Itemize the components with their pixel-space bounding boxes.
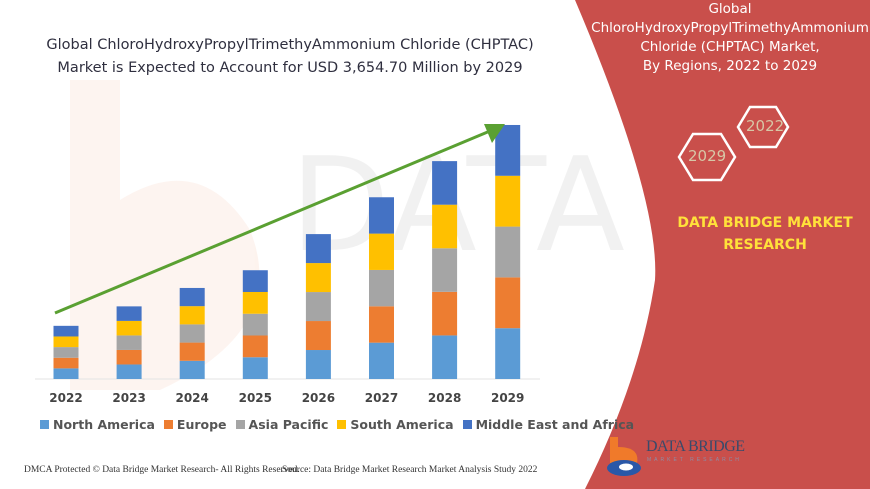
bar-segment-middle-east-and-africa-2028 xyxy=(432,161,458,205)
brand-text: DATA BRIDGE MARKET RESEARCH xyxy=(660,212,870,256)
bar-segment-north-america-2028 xyxy=(432,335,458,379)
bar-segment-south-america-2025 xyxy=(242,291,268,314)
bar-segment-europe-2025 xyxy=(242,335,268,358)
x-tick-label: 2025 xyxy=(239,391,272,405)
side-panel xyxy=(575,0,870,489)
legend-label: Asia Pacific xyxy=(248,417,329,432)
chart-title: Global ChloroHydroxyPropylTrimethyAmmoni… xyxy=(0,34,580,80)
legend-item: Asia Pacific xyxy=(235,417,329,432)
legend: North America Europe Asia Pacific South Ame… xyxy=(40,417,634,432)
bar-segment-europe-2023 xyxy=(116,349,142,365)
bar-segment-asia-pacific-2026 xyxy=(305,292,331,322)
bar-segment-middle-east-and-africa-2026 xyxy=(305,234,331,264)
legend-label: South America xyxy=(350,417,454,432)
legend-item: Europe xyxy=(163,417,227,432)
side-title-line: ChloroHydroxyPropylTrimethyAmmonium xyxy=(591,20,869,36)
bar-segment-north-america-2027 xyxy=(369,342,394,379)
bar-segment-europe-2026 xyxy=(305,321,331,351)
bar-segment-north-america-2022 xyxy=(53,368,79,379)
bar-segment-asia-pacific-2022 xyxy=(53,347,79,358)
bar-segment-middle-east-and-africa-2027 xyxy=(369,197,394,234)
footer-copyright: DMCA Protected © Data Bridge Market Rese… xyxy=(24,465,300,475)
bar-segment-north-america-2029 xyxy=(495,328,521,379)
bar-segment-middle-east-and-africa-2025 xyxy=(242,270,268,292)
bar-segment-europe-2028 xyxy=(432,291,458,336)
bar-segment-europe-2027 xyxy=(369,306,394,343)
legend-swatch xyxy=(462,420,472,429)
legend-swatch xyxy=(337,420,347,429)
bar-segment-asia-pacific-2028 xyxy=(432,248,458,292)
bar-segment-south-america-2028 xyxy=(432,204,458,249)
x-tick-label: 2028 xyxy=(428,391,461,405)
bar-segment-middle-east-and-africa-2029 xyxy=(495,124,521,176)
legend-label: Europe xyxy=(176,417,227,432)
logo-icon xyxy=(607,437,641,476)
bar-segment-asia-pacific-2025 xyxy=(242,313,268,336)
bar-segment-europe-2024 xyxy=(179,342,205,361)
bar-segment-north-america-2026 xyxy=(305,350,331,379)
trend-arrow xyxy=(54,124,505,315)
bar-segment-south-america-2027 xyxy=(369,233,394,270)
bar-segment-asia-pacific-2027 xyxy=(369,269,394,307)
bar-segment-asia-pacific-2023 xyxy=(116,335,142,350)
side-panel-title: Global ChloroHydroxyPropylTrimethyAmmoni… xyxy=(580,0,870,76)
brand-line: RESEARCH xyxy=(723,237,807,253)
legend-label: North America xyxy=(53,417,155,432)
bar-segment-north-america-2025 xyxy=(242,357,268,379)
hexagon-2029 xyxy=(677,132,737,182)
legend-item: Middle East and Africa xyxy=(462,417,635,432)
bar-segment-north-america-2023 xyxy=(116,364,142,379)
x-tick-label: 2026 xyxy=(302,391,335,405)
bar-segment-europe-2022 xyxy=(53,357,79,369)
bar-segment-south-america-2029 xyxy=(495,175,521,227)
title-line-2: Market is Expected to Account for USD 3,… xyxy=(57,60,523,76)
legend-swatch xyxy=(40,420,49,429)
bar-segment-middle-east-and-africa-2024 xyxy=(179,287,205,307)
bar-segment-south-america-2026 xyxy=(305,263,331,293)
logo-subtext: MARKET RESEARCH xyxy=(647,457,742,463)
brand-line: DATA BRIDGE MARKET xyxy=(677,215,853,231)
hexagon-label-2029: 2029 xyxy=(688,147,727,165)
x-tick-label: 2022 xyxy=(49,391,82,405)
x-tick-label: 2023 xyxy=(112,391,145,405)
bar-segment-middle-east-and-africa-2023 xyxy=(116,306,142,321)
bar-segment-south-america-2022 xyxy=(53,336,79,348)
hexagon-label-2022: 2022 xyxy=(746,117,785,135)
side-title-line: Global xyxy=(708,1,752,17)
side-title-line: By Regions, 2022 to 2029 xyxy=(642,58,818,74)
x-tick-label: 2027 xyxy=(365,391,398,405)
bar-segment-asia-pacific-2024 xyxy=(179,324,205,343)
legend-item: North America xyxy=(40,417,155,432)
title-line-1: Global ChloroHydroxyPropylTrimethyAmmoni… xyxy=(46,37,534,53)
bar-segment-asia-pacific-2029 xyxy=(495,226,521,278)
legend-swatch xyxy=(235,420,245,429)
bar-segment-middle-east-and-africa-2022 xyxy=(53,325,79,337)
legend-item: South America xyxy=(337,417,454,432)
footer-source: Source: Data Bridge Market Research Mark… xyxy=(282,465,538,475)
x-tick-label: 2029 xyxy=(491,391,524,405)
hexagon-2022 xyxy=(736,105,790,149)
bar-segment-south-america-2024 xyxy=(179,306,205,325)
bar-segment-north-america-2024 xyxy=(179,360,205,379)
side-title-line: Chloride (CHPTAC) Market, xyxy=(640,39,820,55)
logo-text: DATA BRIDGE xyxy=(646,438,745,455)
legend-label: Middle East and Africa xyxy=(475,417,635,432)
legend-swatch xyxy=(163,420,173,429)
bar-segment-europe-2029 xyxy=(495,277,521,329)
bar-segment-south-america-2023 xyxy=(116,320,142,336)
x-tick-label: 2024 xyxy=(175,391,208,405)
